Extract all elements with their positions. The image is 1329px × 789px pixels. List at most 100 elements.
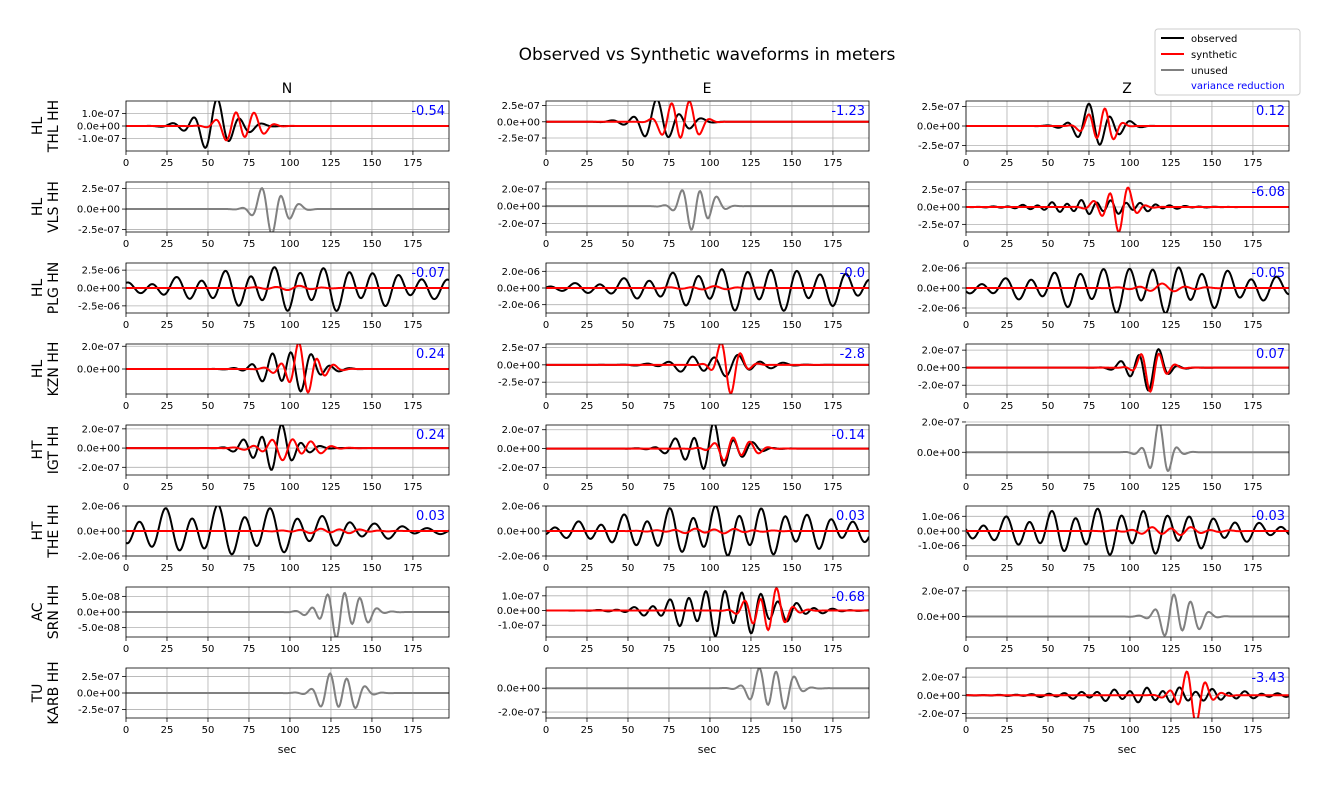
x-tick-label: 25: [1001, 320, 1014, 331]
x-axis-label-e: sec: [698, 743, 717, 756]
row-label-station: THE HH: [46, 504, 62, 558]
panel-z-0: 0 25 50 75 100 125 150 175 2.5e-07 0.0e+00 -2.5e-0…: [917, 100, 1290, 169]
x-tick-label: 50: [202, 239, 215, 250]
x-tick-label: 150: [1202, 401, 1221, 412]
x-tick-label: 50: [622, 401, 635, 412]
y-tick-label: -2.0e-07: [78, 463, 120, 474]
x-tick-label: 150: [362, 401, 381, 412]
x-tick-label: 100: [1120, 158, 1139, 169]
panel-frame: [965, 100, 1290, 152]
y-tick-label: 0.0e+00: [497, 117, 540, 128]
panel-frame: [545, 262, 870, 314]
x-tick-label: 150: [362, 239, 381, 250]
y-tick-label: 0.0e+00: [497, 684, 540, 695]
y-tick-label: -2.5e-07: [498, 134, 540, 145]
x-tick-label: 150: [782, 563, 801, 574]
synthetic-trace: [966, 107, 1289, 141]
x-tick-label: 125: [1161, 401, 1180, 412]
x-tick-label: 0: [543, 401, 549, 412]
x-tick-label: 75: [663, 725, 676, 736]
variance-reduction-label: 0.07: [1256, 347, 1285, 362]
x-tick-label: 175: [1243, 725, 1262, 736]
x-tick-label: 50: [1042, 239, 1055, 250]
x-tick-label: 175: [823, 482, 842, 493]
x-tick-label: 0: [123, 563, 129, 574]
panel-n-4: 0 25 50 75 100 125 150 175 2.0e-07 0.0e+00 -2.0e-0…: [77, 424, 450, 493]
x-tick-label: 50: [202, 644, 215, 655]
y-tick-label: 2.0e-07: [922, 673, 960, 684]
y-tick-label: 0.0e+00: [497, 360, 540, 371]
x-tick-label: 0: [543, 239, 549, 250]
x-tick-label: 125: [1161, 482, 1180, 493]
x-tick-label: 100: [280, 239, 299, 250]
y-tick-label: -2.0e-07: [498, 219, 540, 230]
column-title-z: Z: [1122, 81, 1132, 97]
x-tick-label: 125: [321, 644, 340, 655]
y-tick-label: 2.0e-07: [82, 424, 120, 435]
panel-e-2: 0 25 50 75 100 125 150 175 2.0e-06 0.0e+00 -2.0e-0…: [497, 262, 870, 331]
x-tick-label: 25: [161, 563, 174, 574]
x-tick-label: 100: [1120, 725, 1139, 736]
y-tick-label: 2.0e-07: [922, 346, 960, 357]
legend-variance-reduction-label: variance reduction: [1191, 81, 1285, 92]
x-tick-label: 125: [741, 401, 760, 412]
x-tick-label: 175: [823, 401, 842, 412]
x-tick-label: 50: [1042, 725, 1055, 736]
x-tick-label: 25: [161, 725, 174, 736]
row-label-station: THL HH: [46, 100, 62, 153]
row-label-station: KARB HH: [46, 661, 62, 724]
y-tick-label: 2.5e-07: [502, 343, 540, 354]
y-tick-label: 2.0e-06: [502, 267, 540, 278]
panel-z-1: 0 25 50 75 100 125 150 175 2.5e-07 0.0e+00 -2.5e-0…: [917, 181, 1290, 250]
panel-frame: [125, 667, 450, 719]
x-tick-label: 75: [243, 158, 256, 169]
x-tick-label: 175: [1243, 401, 1262, 412]
x-tick-label: 25: [1001, 644, 1014, 655]
x-tick-label: 75: [663, 482, 676, 493]
panel-z-2: 0 25 50 75 100 125 150 175 2.0e-06 0.0e+00 -2.0e-0…: [917, 262, 1290, 331]
x-tick-label: 175: [1243, 320, 1262, 331]
x-tick-label: 0: [543, 725, 549, 736]
y-tick-label: -2.0e-07: [918, 709, 960, 720]
synthetic-trace: [126, 344, 449, 394]
observed-trace: [126, 266, 449, 313]
x-tick-label: 25: [161, 320, 174, 331]
panel-frame: [125, 505, 450, 557]
variance-reduction-label: 0.03: [416, 509, 445, 524]
synthetic-trace: [126, 284, 449, 292]
synthetic-trace: [966, 282, 1289, 293]
panel-frame: [965, 667, 1290, 719]
synthetic-trace: [546, 436, 869, 462]
y-tick-label: 0.0e+00: [77, 444, 120, 455]
panel-n-1: 0 25 50 75 100 125 150 175 2.5e-07 0.0e+00 -2.5e-0…: [77, 181, 450, 250]
x-tick-label: 175: [1243, 482, 1262, 493]
unused-trace: [966, 593, 1289, 637]
x-tick-label: 125: [1161, 644, 1180, 655]
x-tick-label: 25: [161, 158, 174, 169]
x-tick-label: 25: [161, 239, 174, 250]
y-tick-label: -2.5e-07: [78, 705, 120, 716]
variance-reduction-label: -1.23: [831, 104, 865, 119]
x-tick-label: 175: [823, 563, 842, 574]
x-tick-label: 0: [963, 320, 969, 331]
x-tick-label: 125: [321, 401, 340, 412]
y-tick-label: -2.5e-06: [78, 301, 120, 312]
x-tick-label: 175: [1243, 644, 1262, 655]
y-tick-label: 2.0e-07: [922, 417, 960, 428]
panel-n-6: 0 25 50 75 100 125 150 175 5.0e-08 0.0e+00 -5.0e-0…: [77, 586, 450, 655]
x-tick-label: 100: [280, 401, 299, 412]
y-tick-label: -2.0e-06: [498, 552, 540, 563]
x-tick-label: 25: [581, 320, 594, 331]
x-tick-label: 75: [663, 239, 676, 250]
x-tick-label: 125: [1161, 725, 1180, 736]
x-tick-label: 100: [700, 158, 719, 169]
x-tick-label: 75: [1083, 563, 1096, 574]
observed-trace: [126, 506, 449, 556]
x-tick-label: 75: [243, 239, 256, 250]
unused-trace: [546, 668, 869, 711]
x-tick-label: 150: [1202, 482, 1221, 493]
x-tick-label: 175: [1243, 158, 1262, 169]
x-tick-label: 175: [823, 320, 842, 331]
panel-n-2: 0 25 50 75 100 125 150 175 2.5e-06 0.0e+00 -2.5e-0…: [77, 262, 450, 331]
y-tick-label: 0.0e+00: [497, 202, 540, 213]
